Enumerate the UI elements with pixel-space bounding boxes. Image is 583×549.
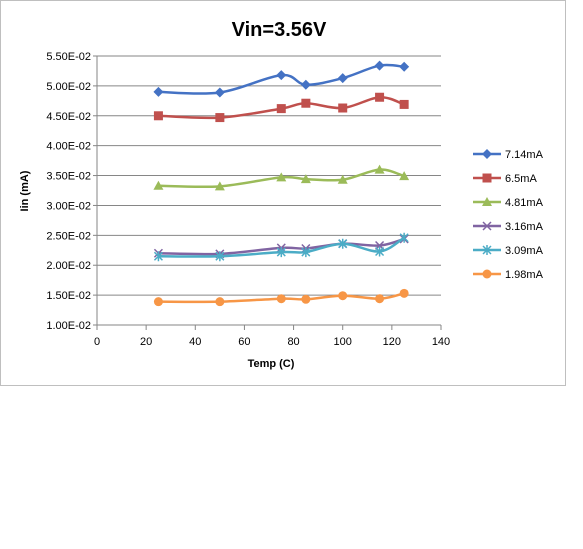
data-point — [374, 60, 385, 71]
y-tick-label: 5.00E-02 — [46, 81, 91, 93]
data-point — [375, 92, 385, 102]
data-point — [276, 104, 286, 114]
data-point — [375, 294, 385, 304]
data-point — [300, 174, 311, 184]
legend-label: 1.98mA — [505, 269, 544, 281]
data-point — [153, 86, 164, 97]
series-group — [153, 164, 410, 191]
y-tick-label: 3.00E-02 — [46, 200, 91, 212]
data-point — [375, 246, 385, 257]
data-point — [276, 247, 286, 258]
y-tick-label: 4.00E-02 — [46, 141, 91, 153]
series-group — [153, 92, 409, 123]
data-point — [276, 172, 287, 182]
data-point — [215, 251, 225, 262]
data-point — [399, 288, 409, 298]
legend-marker — [482, 173, 492, 183]
axes: 1.00E-02 1.50E-02 2.00E-02 2.50E-02 3.00E-02… — [46, 51, 450, 348]
legend-label: 4.81mA — [505, 197, 544, 209]
legend-label: 6.5mA — [505, 173, 537, 185]
data-point — [215, 297, 225, 307]
y-axis-title: Iin (mA) — [19, 170, 31, 211]
legend-label: 7.14mA — [505, 149, 544, 161]
x-tick-label: 120 — [383, 336, 401, 348]
legend-entry: 3.09mA — [473, 245, 544, 257]
y-tick-label: 2.50E-02 — [46, 230, 91, 242]
x-tick-label: 0 — [94, 336, 100, 348]
legend-entry: 4.81mA — [473, 197, 544, 209]
data-point — [301, 247, 311, 258]
legend-label: 3.16mA — [505, 221, 544, 233]
series-group — [153, 288, 409, 307]
data-point — [399, 99, 409, 109]
data-point — [399, 61, 410, 72]
gridlines — [97, 55, 441, 296]
data-point — [374, 164, 385, 174]
y-tick-label: 3.50E-02 — [46, 171, 91, 183]
data-point — [337, 174, 348, 184]
legend-marker — [482, 149, 492, 159]
y-tick-label: 1.00E-02 — [46, 320, 91, 332]
data-point — [338, 238, 348, 249]
series-group — [153, 60, 410, 98]
data-point — [399, 171, 410, 181]
legend-entry: 7.14mA — [473, 149, 544, 161]
data-point — [300, 79, 311, 90]
x-tick-label: 100 — [334, 336, 352, 348]
data-point — [214, 181, 225, 191]
x-tick-label: 80 — [287, 336, 299, 348]
chart-frame: Vin=3.56V 1.00E-02 1.50E-02 2.00E-02 2.50E-… — [0, 0, 566, 386]
x-tick-label: 20 — [140, 336, 152, 348]
data-point — [338, 291, 348, 301]
data-point — [153, 111, 163, 121]
x-tick-label: 140 — [432, 336, 450, 348]
data-point — [276, 294, 286, 304]
data-point — [301, 98, 311, 108]
legend: 7.14mA 6.5mA 4.81mA 3.16mA 3.09mA 1.98mA — [473, 149, 544, 281]
legend-entry: 1.98mA — [473, 269, 544, 281]
legend-marker — [482, 245, 492, 255]
y-tick-label: 5.50E-02 — [46, 51, 91, 63]
legend-label: 3.09mA — [505, 245, 544, 257]
x-tick-label: 40 — [189, 336, 201, 348]
y-tick-label: 2.00E-02 — [46, 260, 91, 272]
data-point — [153, 251, 163, 262]
legend-marker — [482, 269, 492, 279]
x-tick-label: 60 — [238, 336, 250, 348]
line-chart: Vin=3.56V 1.00E-02 1.50E-02 2.00E-02 2.50E-… — [19, 19, 544, 370]
data-point — [214, 87, 225, 98]
legend-entry: 3.16mA — [473, 221, 544, 233]
y-tick-label: 4.50E-02 — [46, 111, 91, 123]
y-tick-label: 1.50E-02 — [46, 290, 91, 302]
legend-marker — [482, 221, 492, 231]
data-point — [153, 297, 163, 307]
legend-entry: 6.5mA — [473, 173, 537, 185]
legend-marker — [482, 197, 492, 206]
data-point — [276, 70, 287, 81]
series-layer — [153, 60, 410, 307]
data-point — [338, 103, 348, 113]
series-group — [153, 232, 409, 262]
data-point — [399, 232, 409, 243]
data-point — [215, 113, 225, 123]
data-point — [153, 180, 164, 190]
data-point — [337, 73, 348, 84]
data-point — [301, 294, 311, 304]
x-axis-title: Temp (C) — [248, 358, 295, 370]
chart-title: Vin=3.56V — [232, 19, 327, 41]
